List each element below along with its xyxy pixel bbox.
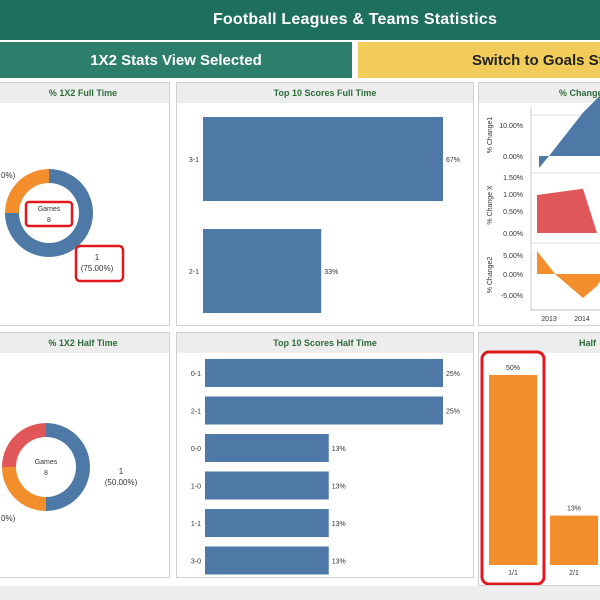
pct-change2-axis-label: % Change2: [487, 257, 494, 294]
top-ht-bar-1-0[interactable]: [205, 471, 329, 500]
switch-to-goals-button[interactable]: Switch to Goals Sta: [358, 42, 600, 78]
pct-changex-tick-3: 0.00%: [503, 231, 523, 238]
top-ht-category-label: 1-1: [191, 521, 201, 528]
top-ht-category-label: 2-1: [191, 409, 201, 416]
ft-donut-center-value: 8: [47, 217, 51, 224]
pct-change-title: % Change: [479, 83, 600, 103]
pct-change2-area[interactable]: [537, 251, 600, 298]
pct-changex-tick-2: 0.50%: [503, 209, 523, 216]
ft-center-highlight: [24, 200, 74, 228]
half-bar-1/1[interactable]: [489, 375, 537, 565]
top-ht-value-label: 25%: [446, 371, 460, 378]
half-bar-category-label: 2/1: [569, 570, 579, 577]
pct-changex-tick-1: 1.00%: [503, 192, 523, 199]
top-scores-ht-chart: 0-1 25% 2-1 25% 0-0 13% 1-0 13% 1-1 13% 3-0 13%: [191, 359, 460, 575]
ft-donut-panel: % 1X2 Full Time 0%) 1 (75.00%) Games 8: [0, 82, 170, 326]
ht-donut-left-label: 0%): [1, 514, 16, 523]
ht-donut-chart: 0%) 1 (50.00%) Games 8: [1, 423, 138, 523]
top-ft-category-label: 3-1: [189, 157, 199, 164]
top-scores-ft-chart: 3-1 67% 2-1 33%: [189, 117, 460, 313]
dashboard-title: Football Leagues & Teams Statistics: [212, 11, 498, 28]
pct-change2-tick-0: 5.00%: [503, 253, 523, 260]
top-ht-value-label: 13%: [332, 446, 346, 453]
ft-donut-right-label-1: 1: [95, 253, 100, 262]
top-ht-bar-2-1[interactable]: [205, 396, 443, 425]
half-bar-value-label: 50%: [506, 365, 520, 372]
ft-donut-slice-X[interactable]: [5, 169, 49, 213]
half-bars-title: Half: [479, 333, 600, 353]
top-ht-value-label: 13%: [332, 521, 346, 528]
dashboard-header: Football Leagues & Teams Statistics: [0, 0, 600, 40]
top-ht-bar-0-0[interactable]: [205, 434, 329, 462]
pct-change1-axis-label: % Change1: [487, 117, 494, 154]
top-ht-category-label: 0-1: [191, 371, 201, 378]
ft-donut-right-label-2: (75.00%): [81, 264, 114, 273]
top-scores-ht-title: Top 10 Scores Half Time: [177, 333, 473, 353]
ft-right-label-highlight: [74, 244, 125, 283]
top-ft-value-label: 33%: [324, 269, 338, 276]
ht-donut-title: % 1X2 Half Time: [0, 333, 169, 353]
ft-donut-center-label: Games: [38, 206, 61, 213]
top-scores-ht-panel: Top 10 Scores Half Time 0-1 25% 2-1 25% 0-0 1…: [176, 332, 474, 578]
pct-change1-area[interactable]: [539, 95, 600, 168]
ht-donut-center-value: 8: [44, 470, 48, 477]
ft-donut-title: % 1X2 Full Time: [0, 83, 169, 103]
pct-changex-area[interactable]: [537, 188, 597, 233]
top-ht-category-label: 1-0: [191, 484, 201, 491]
half-bar-highlight: [480, 350, 546, 585]
top-scores-ft-panel: Top 10 Scores Full Time 3-1 67% 2-1 33%: [176, 82, 474, 326]
switch-to-goals-label: Switch to Goals Sta: [472, 51, 600, 69]
half-bar-value-label: 13%: [567, 506, 581, 513]
stats-view-selected-label: 1X2 Stats View Selected: [90, 51, 262, 69]
top-ht-bar-0-1[interactable]: [205, 359, 443, 387]
half-bar-category-label: 1/1: [508, 570, 518, 577]
top-ht-category-label: 3-0: [191, 559, 201, 566]
ht-donut-slice-X[interactable]: [2, 467, 46, 511]
top-ht-value-label: 13%: [332, 559, 346, 566]
pct-changex-tick-0: 1.50%: [503, 175, 523, 182]
ht-donut-slice-2[interactable]: [2, 423, 46, 467]
ht-donut-right-label-1: 1: [119, 467, 124, 476]
top-ft-bar-2-1[interactable]: [203, 229, 322, 313]
ht-donut-right-label-2: (50.00%): [105, 478, 138, 487]
top-ht-category-label: 0-0: [191, 446, 201, 453]
ft-donut-slice-1[interactable]: [5, 169, 93, 257]
pct-change1-tick-0: 10.00%: [499, 123, 523, 130]
pct-change-panel: % Change % Change1 % Change X % Change2 …: [478, 82, 600, 326]
ft-donut-left-label: 0%): [1, 171, 16, 180]
ft-donut-chart: 0%) 1 (75.00%) Games 8: [1, 169, 125, 283]
top-ht-bar-3-0[interactable]: [205, 546, 329, 575]
pct-change-year-1: 2014: [574, 316, 590, 323]
top-ht-value-label: 13%: [332, 484, 346, 491]
pct-change2-tick-1: 0.00%: [503, 272, 523, 279]
top-ft-category-label: 2-1: [189, 269, 199, 276]
footer-strip: [0, 586, 600, 600]
ht-donut-center-label: Games: [35, 459, 58, 466]
top-ft-value-label: 67%: [446, 157, 460, 164]
pct-change-chart: % Change1 % Change X % Change2 10.00% 0.…: [487, 95, 600, 323]
pct-changex-axis-label: % Change X: [487, 185, 494, 225]
pct-change-year-0: 2013: [541, 316, 557, 323]
stats-view-selected-button[interactable]: 1X2 Stats View Selected: [0, 42, 352, 78]
top-ht-value-label: 25%: [446, 409, 460, 416]
pct-change2-tick-2: -5.00%: [501, 293, 523, 300]
half-bars-panel: Half 50% 1/1 13% 2/1: [478, 332, 600, 586]
pct-change1-tick-1: 0.00%: [503, 154, 523, 161]
top-ft-bar-3-1[interactable]: [203, 117, 443, 201]
ht-donut-slice-1[interactable]: [46, 423, 90, 511]
top-ht-bar-1-1[interactable]: [205, 509, 329, 537]
top-scores-ft-title: Top 10 Scores Full Time: [177, 83, 473, 103]
half-bar-2/1[interactable]: [550, 515, 598, 565]
half-bars-chart: 50% 1/1 13% 2/1: [480, 350, 598, 585]
ht-donut-panel: % 1X2 Half Time 0%) 1 (50.00%) Games 8: [0, 332, 170, 578]
